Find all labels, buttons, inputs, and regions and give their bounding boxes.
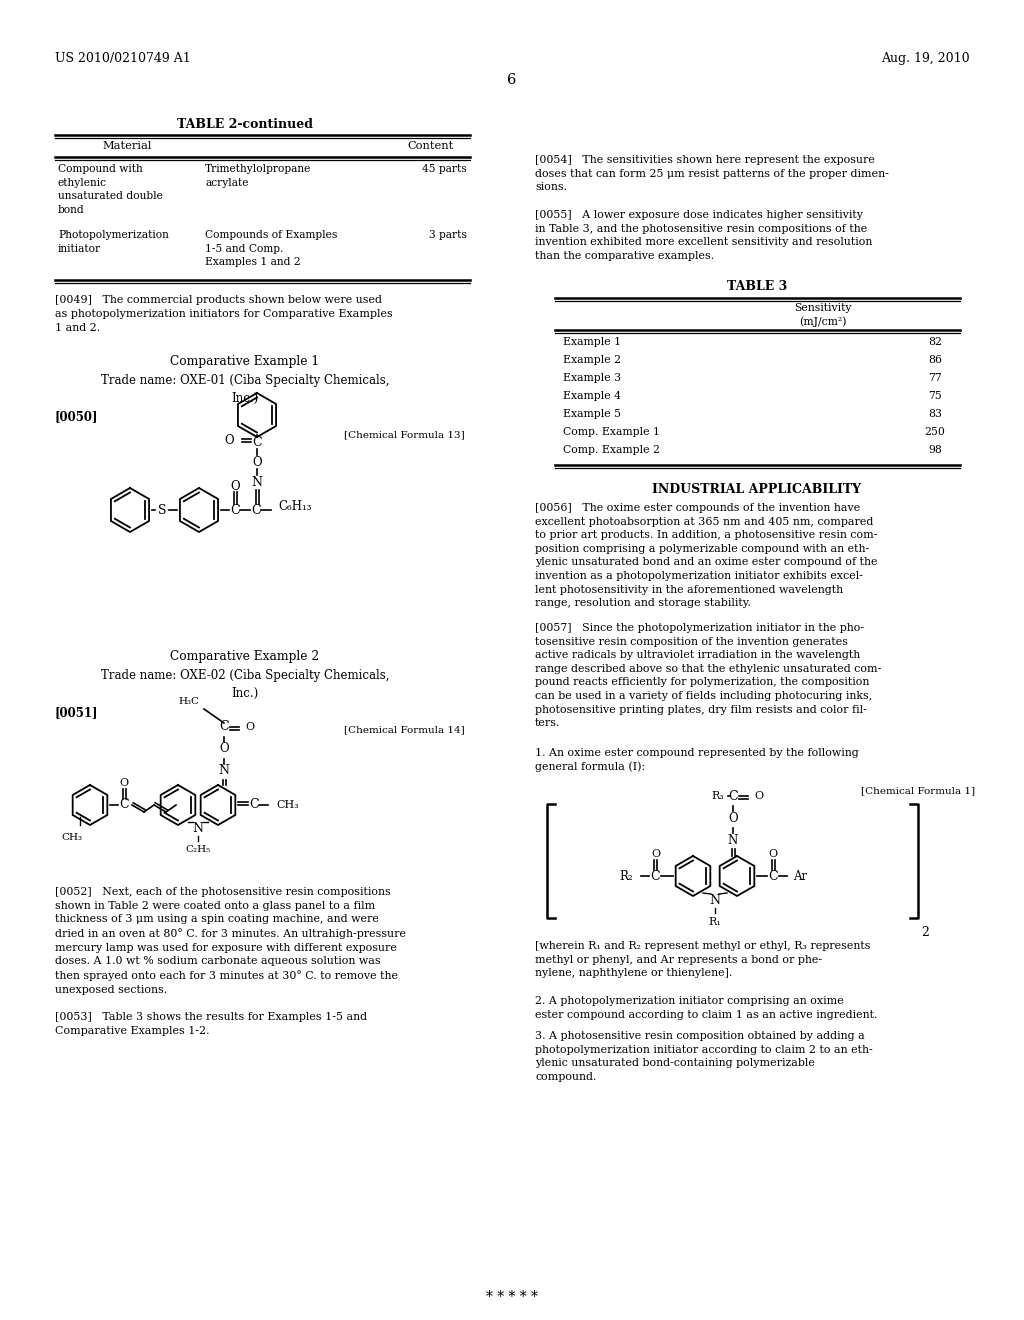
Text: C: C: [230, 503, 240, 516]
Text: S: S: [158, 503, 166, 516]
Text: [0057]   Since the photopolymerization initiator in the pho-
tosensitive resin c: [0057] Since the photopolymerization ini…: [535, 623, 882, 729]
Text: [0054]   The sensitivities shown here represent the exposure
doses that can form: [0054] The sensitivities shown here repr…: [535, 154, 889, 193]
Text: [Chemical Formula 1]: [Chemical Formula 1]: [861, 785, 975, 795]
Text: [0053]   Table 3 shows the results for Examples 1-5 and
Comparative Examples 1-2: [0053] Table 3 shows the results for Exa…: [55, 1012, 368, 1036]
Text: Photopolymerization
initiator: Photopolymerization initiator: [58, 230, 169, 253]
Text: 3 parts: 3 parts: [429, 230, 467, 240]
Text: Example 2: Example 2: [563, 355, 622, 366]
Text: Example 3: Example 3: [563, 374, 622, 383]
Text: [0055]   A lower exposure dose indicates higher sensitivity
in Table 3, and the : [0055] A lower exposure dose indicates h…: [535, 210, 872, 261]
Text: Example 4: Example 4: [563, 391, 621, 401]
Text: C: C: [650, 870, 659, 883]
Text: O: O: [768, 849, 777, 859]
Text: Inc.): Inc.): [231, 686, 259, 700]
Text: Compounds of Examples
1-5 and Comp.
Examples 1 and 2: Compounds of Examples 1-5 and Comp. Exam…: [205, 230, 337, 267]
Text: C: C: [119, 799, 129, 812]
Text: Sensitivity
(mJ/cm²): Sensitivity (mJ/cm²): [794, 304, 851, 327]
Text: O: O: [245, 722, 254, 733]
Text: Material: Material: [102, 141, 152, 150]
Text: [wherein R₁ and R₂ represent methyl or ethyl, R₃ represents
methyl or phenyl, an: [wherein R₁ and R₂ represent methyl or e…: [535, 941, 870, 978]
Text: N: N: [252, 475, 262, 488]
Text: N: N: [218, 764, 229, 777]
Text: O: O: [219, 742, 228, 755]
Text: C: C: [768, 870, 778, 883]
Text: CH₃: CH₃: [276, 800, 299, 810]
Text: Aug. 19, 2010: Aug. 19, 2010: [882, 51, 970, 65]
Text: [0052]   Next, each of the photosensitive resin compositions
shown in Table 2 we: [0052] Next, each of the photosensitive …: [55, 887, 406, 995]
Text: Example 5: Example 5: [563, 409, 621, 418]
Text: O: O: [224, 434, 234, 447]
Text: O: O: [120, 777, 129, 788]
Text: Comp. Example 2: Comp. Example 2: [563, 445, 660, 455]
Text: C: C: [728, 789, 738, 803]
Text: TABLE 3: TABLE 3: [727, 280, 787, 293]
Text: O: O: [252, 455, 262, 469]
Text: 83: 83: [928, 409, 942, 418]
Text: H₃C: H₃C: [178, 697, 199, 706]
Text: [0051]: [0051]: [55, 706, 98, 719]
Text: C: C: [251, 503, 261, 516]
Text: 6: 6: [507, 73, 517, 87]
Text: TABLE 2-continued: TABLE 2-continued: [177, 117, 313, 131]
Text: O: O: [230, 479, 240, 492]
Text: Example 1: Example 1: [563, 337, 622, 347]
Text: N: N: [193, 822, 204, 836]
Text: 82: 82: [928, 337, 942, 347]
Text: [0056]   The oxime ester compounds of the invention have
excellent photoabsorpti: [0056] The oxime ester compounds of the …: [535, 503, 878, 609]
Text: Trimethylolpropane
acrylate: Trimethylolpropane acrylate: [205, 164, 311, 187]
Text: 75: 75: [928, 391, 942, 401]
Text: Comparative Example 2: Comparative Example 2: [170, 649, 319, 663]
Text: 2: 2: [921, 927, 929, 939]
Text: [Chemical Formula 13]: [Chemical Formula 13]: [344, 430, 465, 440]
Text: C: C: [249, 799, 259, 812]
Text: Trade name: OXE-01 (Ciba Specialty Chemicals,: Trade name: OXE-01 (Ciba Specialty Chemi…: [100, 374, 389, 387]
Text: N: N: [728, 833, 738, 846]
Text: Ar: Ar: [793, 870, 807, 883]
Text: O: O: [728, 812, 738, 825]
Text: Compound with
ethylenic
unsaturated double
bond: Compound with ethylenic unsaturated doub…: [58, 164, 163, 215]
Text: 86: 86: [928, 355, 942, 366]
Text: Comparative Example 1: Comparative Example 1: [170, 355, 319, 368]
Text: Trade name: OXE-02 (Ciba Specialty Chemicals,: Trade name: OXE-02 (Ciba Specialty Chemi…: [100, 669, 389, 682]
Text: Inc.): Inc.): [231, 392, 259, 405]
Text: C: C: [252, 436, 262, 449]
Text: [Chemical Formula 14]: [Chemical Formula 14]: [344, 725, 465, 734]
Text: 250: 250: [925, 426, 945, 437]
Text: R₂: R₂: [620, 870, 633, 883]
Text: C: C: [219, 721, 228, 734]
Text: C₂H₅: C₂H₅: [185, 845, 211, 854]
Text: 1. An oxime ester compound represented by the following
general formula (I):: 1. An oxime ester compound represented b…: [535, 748, 859, 772]
Text: [0049]   The commercial products shown below were used
as photopolymerization in: [0049] The commercial products shown bel…: [55, 294, 393, 333]
Text: 45 parts: 45 parts: [422, 164, 467, 174]
Text: US 2010/0210749 A1: US 2010/0210749 A1: [55, 51, 190, 65]
Text: C₆H₁₃: C₆H₁₃: [278, 500, 311, 513]
Text: O: O: [651, 849, 660, 859]
Text: Content: Content: [407, 141, 454, 150]
Text: R₃: R₃: [712, 791, 724, 801]
Text: O: O: [754, 791, 763, 801]
Text: 3. A photosensitive resin composition obtained by adding a
photopolymerization i: 3. A photosensitive resin composition ob…: [535, 1031, 872, 1082]
Text: R₁: R₁: [709, 917, 721, 927]
Text: N: N: [710, 895, 721, 908]
Text: * * * * *: * * * * *: [486, 1290, 538, 1304]
Text: CH₃: CH₃: [61, 833, 83, 842]
Text: [0050]: [0050]: [55, 411, 98, 422]
Text: 77: 77: [928, 374, 942, 383]
Text: INDUSTRIAL APPLICABILITY: INDUSTRIAL APPLICABILITY: [652, 483, 861, 496]
Text: 2. A photopolymerization initiator comprising an oxime
ester compound according : 2. A photopolymerization initiator compr…: [535, 997, 878, 1019]
Text: Comp. Example 1: Comp. Example 1: [563, 426, 660, 437]
Text: 98: 98: [928, 445, 942, 455]
